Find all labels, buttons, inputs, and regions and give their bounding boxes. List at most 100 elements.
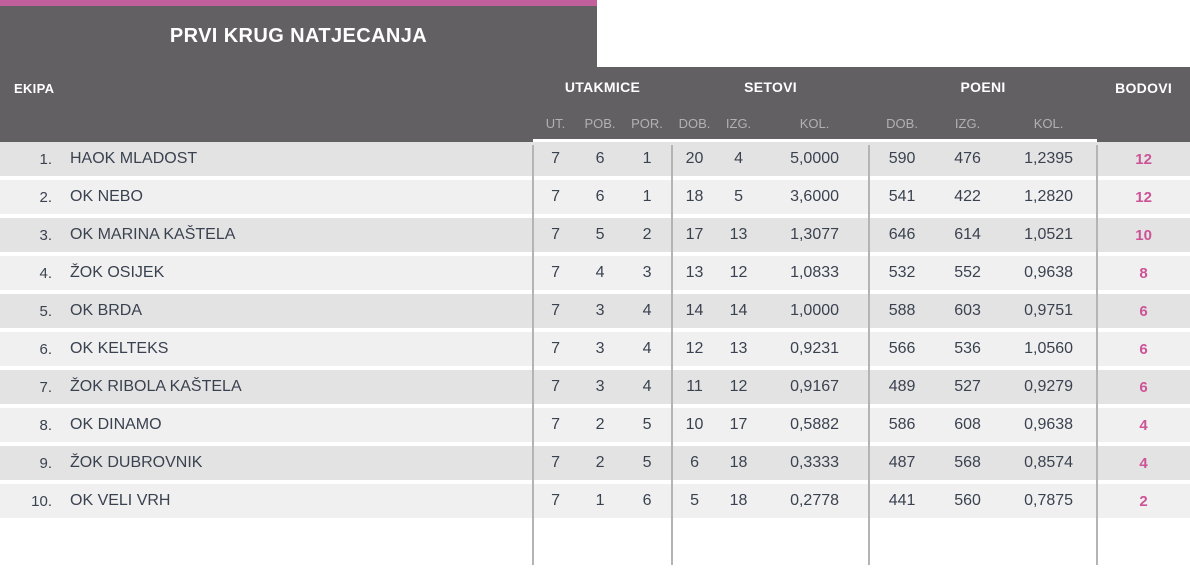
stat-por: 1 [622,142,673,180]
col-group-poeni: POENI [869,67,1098,107]
stat-ut: 7 [533,294,579,332]
stat-poen-izg: 568 [935,446,1001,484]
stat-pob: 6 [578,142,623,180]
stat-poen-dob: 646 [869,218,936,256]
team-name[interactable]: OK BRDA [55,294,534,332]
stat-poen-kol: 0,9638 [1000,256,1098,294]
bodovi-cell: 6 [1097,294,1190,332]
stat-set-dob: 17 [672,218,718,256]
stat-poen-kol: 0,7875 [1000,484,1098,522]
bodovi-cell: 10 [1097,218,1190,256]
stat-set-dob: 18 [672,180,718,218]
stat-pob: 5 [578,218,623,256]
stat-poen-kol: 0,8574 [1000,446,1098,484]
stat-poen-dob: 532 [869,256,936,294]
column-divider [1096,145,1098,565]
header-group-row: EKIPA UTAKMICE SETOVI POENI BODOVI [0,67,1190,142]
stat-poen-izg: 614 [935,218,1001,256]
stat-set-izg: 18 [717,446,761,484]
team-name[interactable]: OK NEBO [55,180,534,218]
stat-set-kol: 1,0833 [760,256,870,294]
team-name[interactable]: OK MARINA KAŠTELA [55,218,534,256]
stat-set-izg: 14 [717,294,761,332]
column-divider [868,145,870,565]
col-subheader-set-izg: IZG. [717,107,761,142]
stat-set-dob: 20 [672,142,718,180]
bodovi-cell: 12 [1097,142,1190,180]
stat-por: 5 [622,408,673,446]
title-block: PRVI KRUG NATJECANJA [0,0,597,67]
stat-ut: 7 [533,446,579,484]
col-header-ekipa: EKIPA [0,67,534,142]
team-name[interactable]: ŽOK DUBROVNIK [55,446,534,484]
stat-poen-dob: 441 [869,484,936,522]
bodovi-cell: 6 [1097,370,1190,408]
stat-set-izg: 5 [717,180,761,218]
stat-ut: 7 [533,256,579,294]
team-name[interactable]: HAOK MLADOST [55,142,534,180]
stat-pob: 2 [578,408,623,446]
table-row: 2. OK NEBO 7 6 1 18 5 3,6000 541 422 1,2… [0,180,1190,218]
rank-cell: 9. [0,446,55,484]
table-row: 1. HAOK MLADOST 7 6 1 20 4 5,0000 590 47… [0,142,1190,180]
rank-cell: 3. [0,218,55,256]
stat-poen-dob: 586 [869,408,936,446]
table-row: 6. OK KELTEKS 7 3 4 12 13 0,9231 566 536… [0,332,1190,370]
bodovi-cell: 8 [1097,256,1190,294]
stat-set-kol: 1,3077 [760,218,870,256]
stat-set-kol: 0,5882 [760,408,870,446]
bodovi-cell: 4 [1097,408,1190,446]
stat-set-kol: 0,3333 [760,446,870,484]
team-name[interactable]: OK VELI VRH [55,484,534,522]
stat-poen-kol: 0,9279 [1000,370,1098,408]
rank-cell: 5. [0,294,55,332]
stat-pob: 3 [578,294,623,332]
stat-ut: 7 [533,218,579,256]
header-sub-row: UT. POB. POR. DOB. IZG. KOL. DOB. IZG. K… [0,107,1190,142]
stat-poen-dob: 541 [869,180,936,218]
standings-table: EKIPA UTAKMICE SETOVI POENI BODOVI UT. P… [0,67,1190,522]
stat-por: 3 [622,256,673,294]
table-row: 7. ŽOK RIBOLA KAŠTELA 7 3 4 11 12 0,9167… [0,370,1190,408]
stat-por: 2 [622,218,673,256]
team-name[interactable]: OK KELTEKS [55,332,534,370]
stat-pob: 3 [578,370,623,408]
stat-set-dob: 14 [672,294,718,332]
stat-por: 1 [622,180,673,218]
stat-poen-izg: 527 [935,370,1001,408]
rank-cell: 6. [0,332,55,370]
stat-poen-kol: 1,2395 [1000,142,1098,180]
bodovi-cell: 12 [1097,180,1190,218]
stat-ut: 7 [533,180,579,218]
stat-set-dob: 12 [672,332,718,370]
table-row: 10. OK VELI VRH 7 1 6 5 18 0,2778 441 56… [0,484,1190,522]
stat-set-kol: 3,6000 [760,180,870,218]
stat-set-kol: 0,9167 [760,370,870,408]
stat-poen-izg: 476 [935,142,1001,180]
col-header-bodovi: BODOVI [1097,67,1190,142]
team-name[interactable]: OK DINAMO [55,408,534,446]
col-subheader-poen-kol: KOL. [1000,107,1098,142]
table-header: EKIPA UTAKMICE SETOVI POENI BODOVI UT. P… [0,67,1190,142]
col-subheader-por: POR. [622,107,673,142]
stat-pob: 1 [578,484,623,522]
stat-poen-kol: 0,9751 [1000,294,1098,332]
bodovi-cell: 4 [1097,446,1190,484]
rank-cell: 10. [0,484,55,522]
col-subheader-poen-izg: IZG. [935,107,1001,142]
stat-ut: 7 [533,484,579,522]
col-subheader-pob: POB. [578,107,623,142]
stat-poen-kol: 1,0521 [1000,218,1098,256]
stat-por: 4 [622,294,673,332]
stat-poen-dob: 566 [869,332,936,370]
stat-pob: 3 [578,332,623,370]
stat-set-izg: 12 [717,256,761,294]
bodovi-cell: 2 [1097,484,1190,522]
bodovi-cell: 6 [1097,332,1190,370]
team-name[interactable]: ŽOK RIBOLA KAŠTELA [55,370,534,408]
team-name[interactable]: ŽOK OSIJEK [55,256,534,294]
col-group-utakmice: UTAKMICE [533,67,673,107]
stat-set-dob: 11 [672,370,718,408]
stat-set-izg: 4 [717,142,761,180]
